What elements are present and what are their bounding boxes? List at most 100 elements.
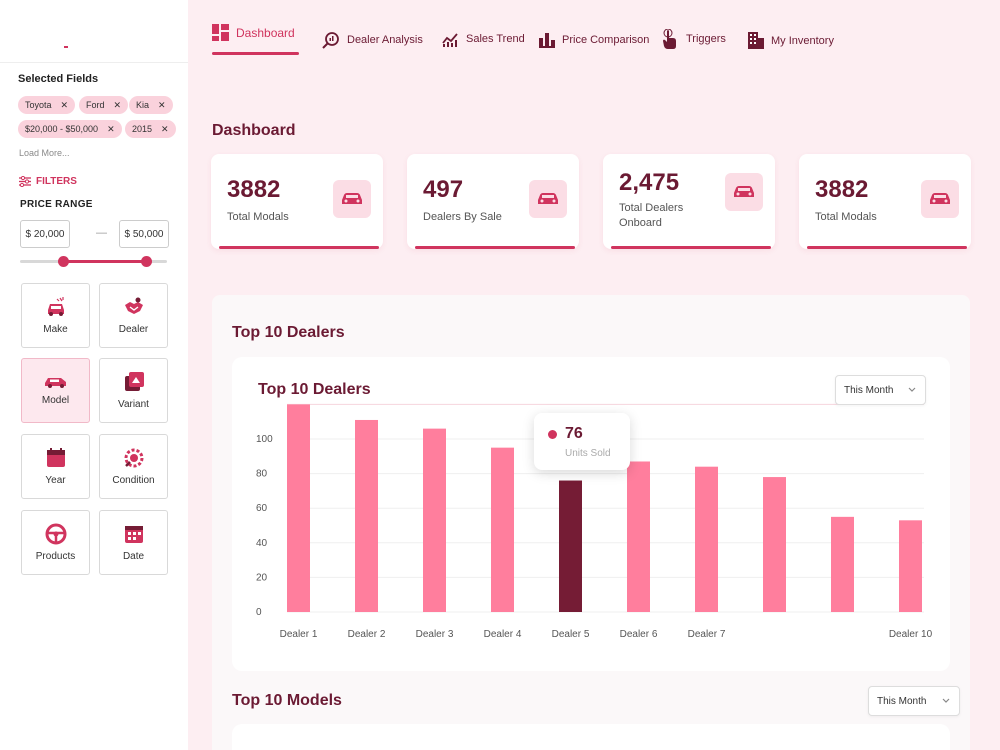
bar-2[interactable]: [355, 419, 378, 612]
bar-9[interactable]: [831, 516, 854, 612]
category-products[interactable]: Products: [21, 510, 90, 575]
bar-10[interactable]: [899, 520, 922, 612]
stat-card: 3882 Total Modals: [211, 154, 383, 249]
price-slider-max-handle[interactable]: [141, 256, 152, 267]
stat-value: 497: [423, 176, 464, 203]
stat-accent-bar: [611, 246, 771, 249]
load-more-link[interactable]: Load More...: [19, 148, 70, 158]
category-dealer[interactable]: Dealer: [99, 283, 168, 348]
chip-label: Kia: [136, 100, 150, 110]
car-icon: [529, 180, 567, 218]
stat-value: 3882: [227, 176, 281, 203]
chart-card: [232, 357, 950, 671]
bar-8[interactable]: [763, 477, 786, 612]
bar-5[interactable]: [559, 480, 582, 612]
close-icon[interactable]: ✕: [161, 123, 169, 134]
x-tick-label: Dealer 6: [620, 629, 658, 640]
page-title: Dashboard: [212, 122, 296, 139]
nav-label: Triggers: [686, 33, 726, 45]
bar-4[interactable]: [491, 447, 514, 612]
nav-my-inventory[interactable]: My Inventory: [748, 32, 834, 49]
chip-kia[interactable]: Kia ✕: [129, 96, 173, 114]
bar-3[interactable]: [423, 428, 446, 612]
category-label: Products: [35, 551, 76, 562]
dealers-bar-chart: 0 20 40 60 80 100 Dealer 1 Dealer 2 Dealer 3 Deal…: [256, 403, 933, 640]
bar-7[interactable]: [695, 466, 718, 612]
x-tick-label: Dealer 3: [416, 629, 454, 640]
car-icon: [921, 180, 959, 218]
category-make[interactable]: Make: [21, 283, 90, 348]
nav-label: My Inventory: [771, 34, 834, 47]
car-icon: [333, 180, 371, 218]
bar-6[interactable]: [627, 461, 650, 612]
price-slider-min-handle[interactable]: [58, 256, 69, 267]
chip-label: 2015: [132, 124, 153, 134]
chip-toyota[interactable]: Toyota ✕: [18, 96, 76, 114]
dropdown-value: This Month: [877, 695, 927, 707]
tooltip-value: 76: [565, 425, 583, 442]
variant-icon: [124, 372, 144, 391]
x-tick-label: Dealer 1: [280, 629, 318, 640]
close-icon[interactable]: ✕: [60, 99, 69, 110]
nav-triggers[interactable]: Triggers: [661, 29, 726, 49]
nav-label: Sales Trend: [466, 33, 525, 45]
category-date[interactable]: Date: [99, 510, 168, 575]
x-tick-label: Dealer 5: [552, 629, 590, 640]
chip-label: Ford: [86, 100, 105, 110]
stat-label: Total Dealers Onboard: [619, 202, 684, 229]
selected-fields-title: Selected Fields: [18, 73, 99, 85]
nav-label: Dealer Analysis: [347, 34, 423, 46]
chip-ford[interactable]: Ford ✕: [79, 96, 129, 114]
sliders-icon: [19, 176, 31, 187]
category-condition[interactable]: Condition: [99, 434, 168, 499]
stat-value: 2,475: [619, 169, 680, 196]
y-tick-label: 20: [256, 572, 268, 583]
calendar-year-icon: [46, 448, 65, 467]
chip-label: Toyota: [25, 100, 52, 110]
steering-wheel-icon: [45, 523, 66, 545]
stat-card: 2,475 Total Dealers Onboard: [603, 154, 775, 249]
close-icon[interactable]: ✕: [107, 123, 115, 134]
category-label: Condition: [112, 475, 155, 486]
bar-1[interactable]: [287, 404, 310, 612]
stat-label: Total Modals: [227, 211, 289, 223]
section2-title: Top 10 Models: [232, 692, 342, 709]
close-icon[interactable]: ✕: [158, 99, 166, 110]
chip-label: $20,000 - $50,000: [25, 124, 99, 134]
price-min-input[interactable]: $ 20,000: [20, 220, 70, 248]
wrench-gear-icon: [124, 448, 143, 468]
dashboard-grid-icon: [212, 24, 229, 41]
chip-year[interactable]: 2015 ✕: [125, 120, 176, 138]
price-max-input[interactable]: $ 50,000: [119, 220, 169, 248]
car-make-icon: [47, 297, 64, 316]
category-year[interactable]: Year: [21, 434, 90, 499]
filters-toggle[interactable]: FILTERS: [19, 176, 77, 187]
x-tick-label: Dealer 7: [688, 629, 726, 640]
nav-dashboard[interactable]: Dashboard: [212, 24, 295, 41]
filters-label: FILTERS: [36, 176, 77, 187]
car-model-icon: [44, 378, 66, 388]
chevron-down-icon: [942, 698, 950, 703]
models-period-dropdown[interactable]: This Month: [868, 686, 960, 716]
close-icon[interactable]: ✕: [113, 99, 122, 110]
nav-sales-trend[interactable]: Sales Trend: [442, 31, 525, 47]
category-label: Dealer: [118, 324, 149, 335]
trend-chart-icon: [442, 33, 458, 47]
period-dropdown[interactable]: This Month: [835, 375, 926, 405]
search-analysis-icon: [322, 32, 339, 49]
stat-card: 3882 Total Modals: [799, 154, 971, 249]
tooltip-label: Units Sold: [565, 448, 611, 459]
category-model[interactable]: Model: [21, 358, 90, 423]
sidebar-header: [0, 0, 188, 63]
y-tick-label: 40: [256, 538, 268, 549]
x-tick-label: Dealer 2: [348, 629, 386, 640]
category-variant[interactable]: Variant: [99, 358, 168, 423]
nav-dealer-analysis[interactable]: Dealer Analysis: [322, 31, 423, 49]
x-tick-label: Dealer 10: [889, 629, 933, 640]
nav-price-comparison[interactable]: Price Comparison: [539, 31, 649, 48]
logo-mark: [64, 46, 68, 48]
chip-price[interactable]: $20,000 - $50,000 ✕: [18, 120, 122, 138]
chart-tooltip: 76 Units Sold: [534, 413, 630, 470]
models-chart-card: [232, 724, 950, 750]
category-label: Make: [43, 324, 68, 335]
